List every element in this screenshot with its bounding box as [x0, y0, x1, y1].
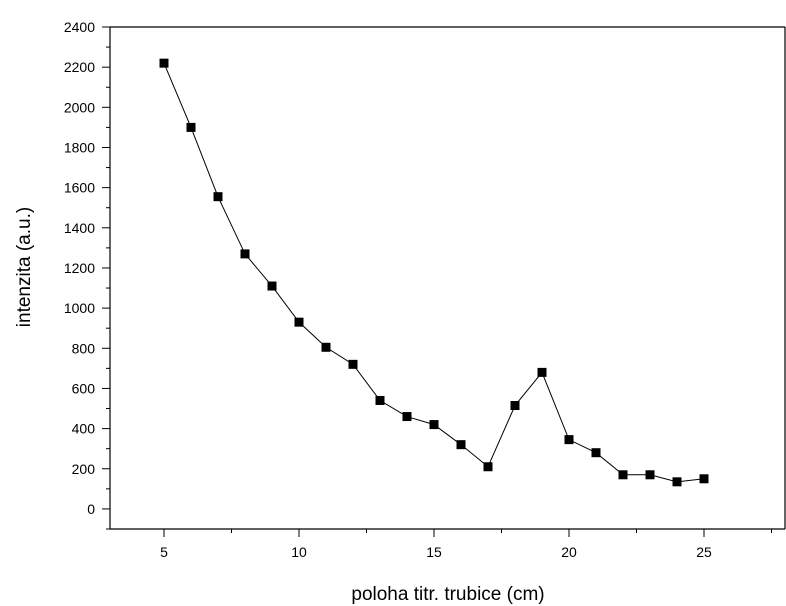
- x-tick-label: 5: [160, 544, 168, 560]
- y-tick-label: 1400: [64, 220, 95, 236]
- data-point: [321, 342, 331, 352]
- data-series: [159, 58, 709, 487]
- data-point: [267, 281, 277, 291]
- y-tick-label: 2200: [64, 59, 95, 75]
- y-axis-title: intenzita (a.u.): [14, 207, 35, 327]
- y-tick-label: 0: [87, 501, 95, 517]
- data-point: [159, 58, 169, 68]
- data-point: [537, 367, 547, 377]
- data-point: [672, 477, 682, 487]
- data-point: [510, 401, 520, 411]
- data-point: [456, 440, 466, 450]
- data-point: [294, 317, 304, 327]
- y-tick-label: 1000: [64, 300, 95, 316]
- y-tick-label: 1200: [64, 260, 95, 276]
- x-tick-label: 10: [291, 544, 307, 560]
- data-point: [375, 395, 385, 405]
- x-tick-label: 15: [426, 544, 442, 560]
- data-point: [186, 122, 196, 132]
- y-tick-label: 1800: [64, 139, 95, 155]
- y-tick-label: 600: [72, 380, 96, 396]
- data-point: [213, 192, 223, 202]
- x-axis-ticks: 5 10 15 20 25: [160, 529, 772, 560]
- data-point: [564, 435, 574, 445]
- series-line: [163, 62, 705, 483]
- y-axis-ticks: 0 200 400 600 800 1000 1200 1400 1600 1800 2000 220…: [64, 19, 110, 530]
- axes: [109, 26, 786, 530]
- data-point: [348, 359, 358, 369]
- x-tick-label: 25: [696, 544, 712, 560]
- data-point: [618, 470, 628, 480]
- x-tick-label: 20: [561, 544, 577, 560]
- data-point: [402, 412, 412, 422]
- data-point: [645, 470, 655, 480]
- x-axis-title: poloha titr. trubice (cm): [351, 584, 544, 605]
- data-point: [483, 462, 493, 472]
- data-point: [699, 474, 709, 484]
- data-point: [429, 420, 439, 430]
- data-point: [591, 448, 601, 458]
- data-point: [240, 249, 250, 259]
- y-tick-label: 200: [72, 461, 96, 477]
- y-tick-label: 800: [72, 340, 96, 356]
- y-tick-label: 400: [72, 421, 96, 437]
- y-tick-label: 2400: [64, 19, 95, 35]
- y-tick-label: 2000: [64, 99, 95, 115]
- y-tick-label: 1600: [64, 180, 95, 196]
